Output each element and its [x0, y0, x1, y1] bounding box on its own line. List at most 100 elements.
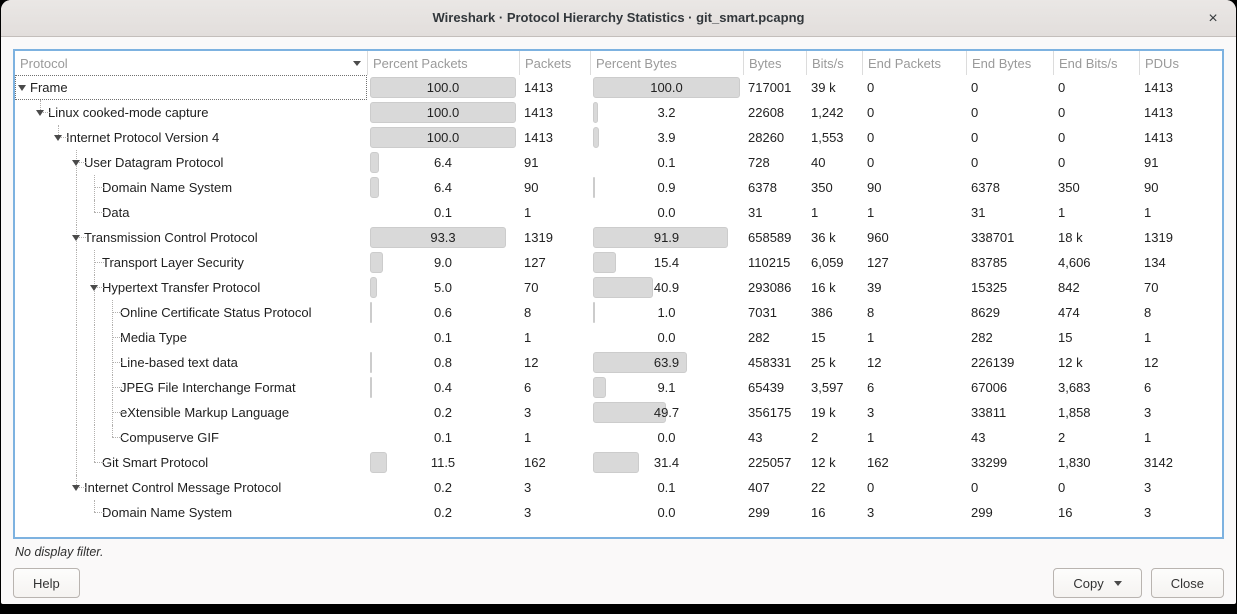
percent_packets-value: 0.1: [433, 330, 453, 345]
table-row[interactable]: Media Type 0.1 1 0.0 282 15 1 282 15 1: [15, 325, 1222, 350]
expander-icon[interactable]: [36, 110, 44, 120]
tree-branch-line: [40, 100, 41, 112]
help-button[interactable]: Help: [13, 568, 80, 598]
protocol-cell[interactable]: Internet Control Message Protocol: [15, 475, 367, 500]
protocol-cell[interactable]: Compuserve GIF: [15, 425, 367, 450]
bits_s-cell: 350: [811, 180, 833, 195]
column-header-protocol[interactable]: Protocol: [15, 51, 367, 75]
percent_bytes-value: 31.4: [653, 455, 680, 470]
protocol-cell[interactable]: Media Type: [15, 325, 367, 350]
table-row[interactable]: Hypertext Transfer Protocol 5.0 70 40.9 2930…: [15, 275, 1222, 300]
display-filter-status: No display filter.: [15, 545, 104, 559]
table-row[interactable]: Online Certificate Status Protocol 0.6 8 1.…: [15, 300, 1222, 325]
column-header-bits_s[interactable]: Bits/s: [806, 51, 862, 75]
table-row[interactable]: Transmission Control Protocol 93.3 1319 91.…: [15, 225, 1222, 250]
tree-guide-line: [94, 425, 95, 450]
table-row[interactable]: Internet Protocol Version 4 100.0 1413 3.9 2…: [15, 125, 1222, 150]
expander-icon[interactable]: [18, 85, 26, 95]
table-row[interactable]: Frame 100.0 1413 100.0 717001 39 k 0 0 0 1413: [15, 75, 1222, 100]
table-row[interactable]: User Datagram Protocol 6.4 91 0.1 728 40 0 0 0 91: [15, 150, 1222, 175]
end_bytes-cell: 15325: [971, 280, 1008, 295]
tree-guide-line: [76, 325, 77, 350]
table-row[interactable]: Data 0.1 1 0.0 31 1 1 31 1 1: [15, 200, 1222, 225]
tree-branch-line: [40, 112, 50, 113]
protocol-cell[interactable]: Frame: [15, 75, 367, 100]
protocol-label: Transport Layer Security: [102, 255, 244, 270]
percent-bar: [593, 77, 740, 98]
protocol-cell[interactable]: Data: [15, 200, 367, 225]
expander-icon[interactable]: [72, 160, 80, 170]
expander-icon[interactable]: [54, 135, 62, 145]
protocol-label: Domain Name System: [102, 505, 233, 520]
protocol-cell[interactable]: Domain Name System: [15, 500, 367, 525]
protocol-hierarchy-table: Protocol Percent Packets Packets Percent By…: [13, 49, 1224, 539]
packets-cell: 6: [524, 380, 532, 395]
percent-bar: [370, 227, 507, 248]
end_bytes-cell: 0: [971, 480, 979, 495]
protocol-cell[interactable]: JPEG File Interchange Format: [15, 375, 367, 400]
end_packets-cell: 39: [867, 280, 882, 295]
end_bits_s-cell: 474: [1058, 305, 1080, 320]
protocol-cell[interactable]: Transport Layer Security: [15, 250, 367, 275]
end_bits_s-cell: 0: [1058, 105, 1066, 120]
percent_packets-cell: 0.1: [367, 325, 519, 350]
percent-bar: [593, 127, 599, 148]
protocol-cell[interactable]: Domain Name System: [15, 175, 367, 200]
column-header-bytes[interactable]: Bytes: [743, 51, 806, 75]
bytes-cell: 282: [748, 330, 770, 345]
column-header-pdus[interactable]: PDUs: [1139, 51, 1222, 75]
close-icon[interactable]: ×: [1208, 10, 1218, 27]
packets-cell: 1: [524, 430, 532, 445]
table-row[interactable]: eXtensible Markup Language 0.2 3 49.7 356175…: [15, 400, 1222, 425]
column-header-packets[interactable]: Packets: [519, 51, 590, 75]
table-row[interactable]: Linux cooked-mode capture 100.0 1413 3.2 226…: [15, 100, 1222, 125]
bytes-cell: 65439: [748, 380, 785, 395]
bytes-cell: 43: [748, 430, 763, 445]
end_bytes-cell: 0: [971, 155, 979, 170]
table-row[interactable]: Internet Control Message Protocol 0.2 3 0.1…: [15, 475, 1222, 500]
end_packets-cell: 162: [867, 455, 889, 470]
percent_bytes-cell: 91.9: [590, 225, 743, 250]
protocol-label: Hypertext Transfer Protocol: [102, 280, 261, 295]
expander-icon[interactable]: [72, 235, 80, 245]
column-header-end_packets[interactable]: End Packets: [862, 51, 966, 75]
protocol-cell[interactable]: Linux cooked-mode capture: [15, 100, 367, 125]
protocol-cell[interactable]: eXtensible Markup Language: [15, 400, 367, 425]
column-header-label: PDUs: [1145, 55, 1179, 71]
table-row[interactable]: JPEG File Interchange Format 0.4 6 9.1 65439…: [15, 375, 1222, 400]
column-header-end_bits_s[interactable]: End Bits/s: [1053, 51, 1139, 75]
table-row[interactable]: Git Smart Protocol 11.5 162 31.4 225057 12 k 1…: [15, 450, 1222, 475]
percent-bar: [370, 252, 384, 273]
table-row[interactable]: Transport Layer Security 9.0 127 15.4 110215…: [15, 250, 1222, 275]
copy-button[interactable]: Copy: [1053, 568, 1142, 598]
protocol-cell[interactable]: Line-based text data: [15, 350, 367, 375]
protocol-cell[interactable]: Internet Protocol Version 4: [15, 125, 367, 150]
end_packets-cell: 3: [867, 405, 875, 420]
protocol-cell[interactable]: Transmission Control Protocol: [15, 225, 367, 250]
tree-guide-line: [76, 375, 77, 400]
packets-cell: 1413: [524, 130, 553, 145]
pdus-cell: 1413: [1144, 80, 1173, 95]
expander-icon[interactable]: [72, 485, 80, 495]
protocol-cell[interactable]: User Datagram Protocol: [15, 150, 367, 175]
table-row[interactable]: Line-based text data 0.8 12 63.9 458331 25 k 1…: [15, 350, 1222, 375]
bytes-cell: 22608: [748, 105, 785, 120]
bits_s-cell: 12 k: [811, 455, 836, 470]
titlebar[interactable]: Wireshark · Protocol Hierarchy Statistic…: [1, 0, 1236, 37]
protocol-cell[interactable]: Hypertext Transfer Protocol: [15, 275, 367, 300]
table-row[interactable]: Domain Name System 0.2 3 0.0 299 16 3 299 16 3: [15, 500, 1222, 525]
column-header-end_bytes[interactable]: End Bytes: [966, 51, 1053, 75]
expander-icon[interactable]: [90, 285, 98, 295]
close-button[interactable]: Close: [1150, 568, 1224, 598]
protocol-cell[interactable]: Online Certificate Status Protocol: [15, 300, 367, 325]
protocol-cell[interactable]: Git Smart Protocol: [15, 450, 367, 475]
column-header-percent_packets[interactable]: Percent Packets: [367, 51, 519, 75]
percent_bytes-cell: 31.4: [590, 450, 743, 475]
bits_s-cell: 2: [811, 430, 819, 445]
table-row[interactable]: Compuserve GIF 0.1 1 0.0 43 2 1 43 2 1: [15, 425, 1222, 450]
end_bits_s-cell: 350: [1058, 180, 1080, 195]
percent_packets-cell: 93.3: [367, 225, 519, 250]
table-row[interactable]: Domain Name System 6.4 90 0.9 6378 350 90 6378 3…: [15, 175, 1222, 200]
column-header-percent_bytes[interactable]: Percent Bytes: [590, 51, 743, 75]
protocol-label: Transmission Control Protocol: [84, 230, 258, 245]
